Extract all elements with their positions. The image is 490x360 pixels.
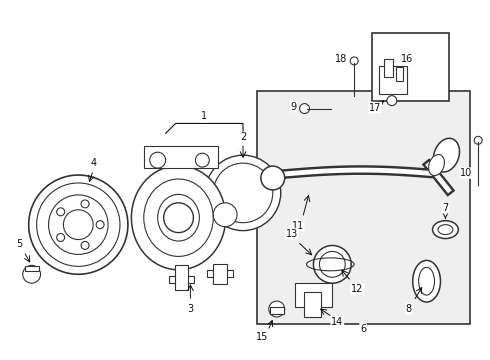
Circle shape bbox=[81, 242, 89, 249]
Bar bbox=[213, 264, 227, 284]
Text: 18: 18 bbox=[335, 54, 347, 64]
Circle shape bbox=[164, 203, 194, 233]
Bar bbox=[144, 146, 218, 168]
Circle shape bbox=[474, 136, 482, 144]
Circle shape bbox=[387, 96, 397, 105]
Bar bbox=[294, 283, 332, 307]
Circle shape bbox=[37, 183, 120, 266]
Text: 4: 4 bbox=[90, 158, 96, 168]
Text: 10: 10 bbox=[460, 168, 472, 178]
Circle shape bbox=[29, 175, 128, 274]
Circle shape bbox=[213, 163, 273, 223]
Bar bbox=[24, 266, 39, 271]
Text: 14: 14 bbox=[331, 317, 343, 327]
Ellipse shape bbox=[131, 166, 226, 270]
Bar bbox=[303, 292, 321, 317]
Text: 15: 15 bbox=[256, 332, 268, 342]
Text: 12: 12 bbox=[351, 284, 363, 294]
Ellipse shape bbox=[158, 194, 199, 241]
Circle shape bbox=[96, 221, 104, 229]
Circle shape bbox=[269, 301, 285, 317]
Bar bbox=[384, 59, 393, 77]
Text: 11: 11 bbox=[292, 221, 304, 231]
Circle shape bbox=[57, 234, 65, 242]
Bar bbox=[174, 265, 189, 290]
Ellipse shape bbox=[144, 179, 213, 256]
Text: 5: 5 bbox=[17, 239, 23, 249]
Bar bbox=[396, 67, 403, 81]
Circle shape bbox=[261, 166, 285, 190]
Circle shape bbox=[314, 246, 351, 283]
Text: 16: 16 bbox=[401, 54, 413, 64]
Circle shape bbox=[49, 195, 108, 255]
Ellipse shape bbox=[418, 267, 435, 295]
Circle shape bbox=[81, 200, 89, 208]
Bar bbox=[207, 270, 233, 277]
Circle shape bbox=[205, 155, 281, 231]
Ellipse shape bbox=[429, 154, 444, 176]
Circle shape bbox=[23, 265, 41, 283]
Text: 9: 9 bbox=[291, 102, 296, 112]
Text: 6: 6 bbox=[360, 324, 366, 334]
Circle shape bbox=[213, 203, 237, 227]
Bar bbox=[379, 66, 407, 94]
Circle shape bbox=[57, 208, 65, 216]
Ellipse shape bbox=[413, 260, 441, 302]
Circle shape bbox=[299, 104, 310, 113]
Ellipse shape bbox=[433, 221, 458, 239]
Bar bbox=[270, 307, 284, 314]
Ellipse shape bbox=[433, 138, 460, 172]
Bar bbox=[169, 276, 195, 283]
Text: 3: 3 bbox=[187, 304, 194, 314]
Text: 13: 13 bbox=[286, 229, 298, 239]
Bar bbox=[257, 91, 470, 324]
Text: 8: 8 bbox=[406, 304, 412, 314]
Circle shape bbox=[319, 251, 345, 277]
Bar bbox=[372, 33, 449, 100]
Text: 17: 17 bbox=[369, 103, 381, 113]
Circle shape bbox=[63, 210, 93, 239]
Text: 1: 1 bbox=[201, 112, 207, 121]
Circle shape bbox=[196, 153, 209, 167]
Ellipse shape bbox=[438, 225, 453, 235]
Circle shape bbox=[350, 57, 358, 65]
Text: 7: 7 bbox=[442, 203, 448, 213]
Text: 2: 2 bbox=[240, 132, 246, 142]
Circle shape bbox=[150, 152, 166, 168]
